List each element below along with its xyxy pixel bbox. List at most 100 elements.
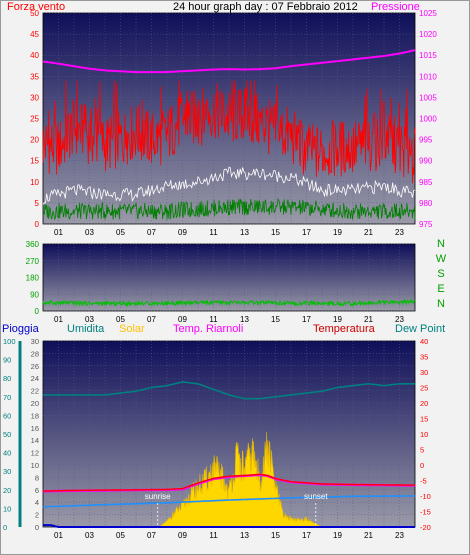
x-tick-label: 19 [333, 315, 342, 324]
x-tick-label: 19 [333, 531, 342, 540]
humidity-tick-label: 90 [3, 356, 11, 365]
solar-tick-label: 16 [31, 424, 39, 433]
wind-speed-series [42, 80, 416, 184]
temp-riarnoli-legend: Temp. Riarnoli [173, 323, 243, 335]
x-tick-label: 11 [209, 531, 218, 540]
temperature-tick-label: 25 [420, 384, 428, 393]
wind-tick-label: 30 [30, 93, 39, 102]
wind-axis-title: Forza vento [7, 1, 65, 13]
x-tick-label: 21 [364, 315, 373, 324]
pressure-tick-label: 1010 [419, 72, 437, 81]
pressure-series [42, 49, 416, 74]
x-tick-label: 07 [147, 228, 156, 237]
temperature-axis-title: Temperatura [313, 323, 376, 335]
x-tick-label: 01 [54, 228, 63, 237]
x-tick-label: 07 [147, 315, 156, 324]
temperature-tick-label: 15 [420, 415, 428, 424]
wind-low-series [42, 197, 416, 221]
temperature-tick-label: -20 [420, 523, 431, 532]
solar-tick-label: 12 [31, 449, 39, 458]
x-tick-label: 09 [178, 315, 187, 324]
temperature-tick-label: 0 [420, 461, 424, 470]
temperature-tick-label: 35 [420, 353, 428, 362]
solar-tick-label: 20 [31, 399, 39, 408]
pressure-tick-label: 1020 [419, 30, 437, 39]
x-tick-label: 03 [85, 531, 94, 540]
x-tick-label: 13 [240, 315, 249, 324]
direction-label-w: W [436, 253, 447, 265]
x-tick-label: 05 [116, 315, 125, 324]
x-tick-label: 13 [240, 228, 249, 237]
pressure-tick-label: 995 [419, 136, 433, 145]
x-tick-label: 09 [178, 531, 187, 540]
x-tick-label: 07 [147, 531, 156, 540]
wind-tick-label: 10 [30, 178, 39, 187]
solar-legend: Solar [119, 323, 145, 335]
direction-label-s: S [437, 268, 444, 280]
wind-tick-label: 5 [35, 199, 40, 208]
x-tick-label: 17 [302, 531, 311, 540]
solar-tick-label: 22 [31, 387, 39, 396]
pressure-tick-label: 975 [419, 220, 433, 229]
wind-tick-label: 50 [30, 9, 39, 18]
pressure-tick-label: 1005 [419, 93, 437, 102]
temperature-tick-label: -10 [420, 492, 431, 501]
pressure-tick-label: 985 [419, 178, 433, 187]
humidity-tick-label: 20 [3, 486, 11, 495]
x-tick-label: 03 [85, 228, 94, 237]
direction-tick-label: 0 [35, 307, 40, 316]
x-tick-label: 03 [85, 315, 94, 324]
wind-tick-label: 35 [30, 72, 39, 81]
direction-tick-label: 90 [30, 290, 39, 299]
wind-direction-series [42, 298, 416, 308]
pressure-tick-label: 980 [419, 199, 433, 208]
pressure-axis-title: Pressione [371, 1, 420, 13]
temperature-tick-label: 5 [420, 446, 424, 455]
direction-tick-label: 180 [26, 274, 40, 283]
temperature-tick-label: -5 [420, 477, 427, 486]
wind-tick-label: 20 [30, 136, 39, 145]
solar-tick-label: 24 [31, 374, 39, 383]
x-tick-label: 05 [116, 531, 125, 540]
x-tick-label: 19 [333, 228, 342, 237]
x-tick-label: 13 [240, 531, 249, 540]
x-tick-label: 17 [302, 315, 311, 324]
temperature-tick-label: 30 [420, 368, 428, 377]
x-tick-label: 05 [116, 228, 125, 237]
wind-tick-label: 40 [30, 51, 39, 60]
direction-label-n: N [437, 238, 445, 250]
x-tick-label: 11 [209, 228, 218, 237]
dew-point-legend: Dew Point [395, 323, 445, 335]
wind-tick-label: 0 [35, 220, 40, 229]
pressure-tick-label: 990 [419, 157, 433, 166]
x-tick-label: 23 [395, 531, 404, 540]
solar-series [159, 431, 324, 528]
x-tick-label: 15 [271, 228, 280, 237]
x-tick-label: 01 [54, 315, 63, 324]
solar-tick-label: 6 [35, 486, 39, 495]
solar-tick-label: 0 [35, 523, 39, 532]
solar-tick-label: 30 [31, 337, 39, 346]
humidity-tick-label: 70 [3, 393, 11, 402]
chart-title: 24 hour graph day : 07 Febbraio 2012 [173, 1, 358, 13]
x-tick-label: 15 [271, 315, 280, 324]
humidity-legend: Umidita [67, 323, 105, 335]
x-tick-label: 21 [364, 531, 373, 540]
wind-tick-label: 25 [30, 115, 39, 124]
x-tick-label: 11 [209, 315, 218, 324]
pressure-tick-label: 1015 [419, 51, 437, 60]
solar-tick-label: 10 [31, 461, 39, 470]
solar-tick-label: 26 [31, 362, 39, 371]
direction-tick-label: 270 [26, 257, 40, 266]
solar-tick-label: 28 [31, 349, 39, 358]
solar-tick-label: 14 [31, 436, 39, 445]
sunrise-label: sunrise [145, 492, 171, 501]
humidity-series [43, 381, 415, 400]
temperature-tick-label: 10 [420, 430, 428, 439]
humidity-tick-label: 60 [3, 411, 11, 420]
sunset-label: sunset [304, 492, 328, 501]
humidity-tick-label: 30 [3, 467, 11, 476]
solar-tick-label: 8 [35, 473, 39, 482]
direction-label-e: E [437, 283, 444, 295]
